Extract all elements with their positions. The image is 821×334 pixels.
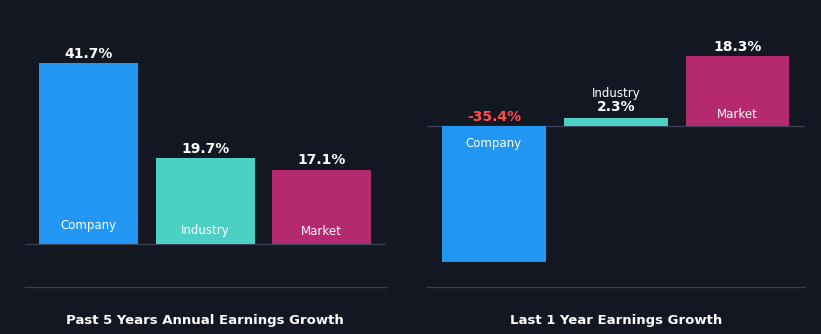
Text: Market: Market bbox=[717, 108, 758, 121]
Bar bbox=[273, 170, 371, 244]
Text: Company: Company bbox=[466, 137, 522, 150]
Text: Industry: Industry bbox=[181, 224, 230, 237]
Text: Last 1 Year Earnings Growth: Last 1 Year Earnings Growth bbox=[510, 314, 722, 327]
Text: Industry: Industry bbox=[591, 87, 640, 100]
Text: Company: Company bbox=[61, 219, 117, 232]
Bar bbox=[686, 56, 789, 126]
Text: -35.4%: -35.4% bbox=[467, 111, 521, 124]
Text: 19.7%: 19.7% bbox=[181, 142, 229, 156]
Bar bbox=[443, 126, 546, 262]
Text: Market: Market bbox=[301, 225, 342, 238]
Bar bbox=[564, 118, 667, 126]
Text: 17.1%: 17.1% bbox=[297, 153, 346, 167]
Text: 18.3%: 18.3% bbox=[713, 40, 762, 54]
Text: Past 5 Years Annual Earnings Growth: Past 5 Years Annual Earnings Growth bbox=[67, 314, 344, 327]
Bar bbox=[39, 63, 138, 244]
Bar bbox=[156, 158, 255, 244]
Text: 2.3%: 2.3% bbox=[596, 100, 635, 114]
Text: 41.7%: 41.7% bbox=[65, 46, 113, 60]
